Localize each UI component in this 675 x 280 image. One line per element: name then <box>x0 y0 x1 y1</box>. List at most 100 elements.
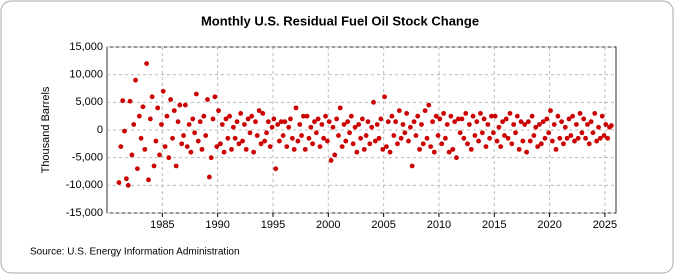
point <box>197 119 203 125</box>
point <box>358 135 364 141</box>
point <box>579 130 585 136</box>
point <box>472 133 478 138</box>
point <box>221 149 227 155</box>
point <box>396 108 402 114</box>
point <box>240 138 245 144</box>
point <box>254 133 260 138</box>
point <box>487 135 493 141</box>
x-tick-label: 1995 <box>261 219 285 231</box>
y-tick-label: 10,000 <box>69 69 103 81</box>
point <box>295 138 301 144</box>
x-tick-label: 2025 <box>593 219 617 231</box>
point <box>402 130 408 136</box>
point <box>345 119 351 125</box>
point <box>219 122 225 127</box>
point <box>596 124 601 130</box>
point <box>149 94 155 100</box>
point <box>166 155 172 161</box>
point <box>481 116 487 122</box>
point <box>520 138 526 144</box>
point <box>553 146 559 152</box>
point <box>372 138 378 144</box>
point <box>184 144 190 150</box>
point <box>350 141 356 147</box>
point <box>400 122 406 127</box>
point <box>214 144 220 150</box>
point <box>522 122 528 127</box>
point <box>247 130 253 136</box>
point <box>594 138 600 144</box>
point <box>341 122 347 127</box>
point <box>585 122 590 127</box>
point <box>478 111 483 116</box>
point <box>210 116 216 122</box>
point <box>205 97 210 102</box>
point <box>265 119 271 125</box>
point <box>470 113 476 119</box>
point <box>500 119 505 125</box>
point <box>144 61 150 66</box>
point <box>555 113 561 119</box>
point <box>561 141 566 147</box>
point <box>454 155 459 161</box>
point <box>334 116 340 122</box>
point <box>538 141 544 147</box>
point <box>444 122 450 127</box>
point <box>548 108 553 114</box>
point <box>537 122 542 127</box>
point <box>280 133 286 138</box>
point <box>173 163 179 169</box>
point <box>433 113 439 119</box>
point <box>216 108 221 114</box>
point <box>430 119 435 125</box>
point <box>182 102 188 108</box>
point <box>306 135 312 141</box>
point <box>608 123 614 128</box>
point <box>356 122 362 127</box>
point <box>398 135 404 141</box>
point <box>383 144 389 150</box>
point <box>513 130 518 136</box>
point <box>485 122 491 127</box>
point <box>489 113 494 119</box>
point <box>570 113 576 119</box>
point <box>457 130 463 136</box>
point <box>566 116 572 122</box>
y-tick-label: 5,000 <box>75 96 103 108</box>
point <box>177 102 183 108</box>
point <box>238 111 244 116</box>
point <box>391 133 397 138</box>
point <box>227 113 233 119</box>
point <box>387 149 393 155</box>
point <box>297 122 303 127</box>
point <box>155 105 161 111</box>
point <box>230 124 236 130</box>
point <box>540 119 546 125</box>
point <box>559 119 564 125</box>
point <box>347 130 352 136</box>
point <box>323 113 328 119</box>
point <box>120 98 126 104</box>
x-tick-label: 1990 <box>205 219 229 231</box>
point <box>276 138 282 144</box>
point <box>315 116 321 122</box>
point <box>236 141 242 147</box>
point <box>264 130 269 136</box>
point <box>389 113 395 119</box>
point <box>232 135 238 141</box>
point <box>525 119 531 125</box>
point <box>164 113 170 119</box>
point <box>291 146 297 152</box>
point <box>208 155 214 161</box>
point <box>496 124 502 130</box>
point <box>535 144 541 150</box>
y-tick-label: 15,000 <box>69 41 103 53</box>
point <box>437 116 443 122</box>
point <box>494 138 500 144</box>
point <box>544 116 550 122</box>
point <box>153 138 159 144</box>
point <box>245 116 251 122</box>
x-tick-label: 2020 <box>537 219 561 231</box>
point <box>223 116 229 122</box>
point <box>337 105 343 111</box>
